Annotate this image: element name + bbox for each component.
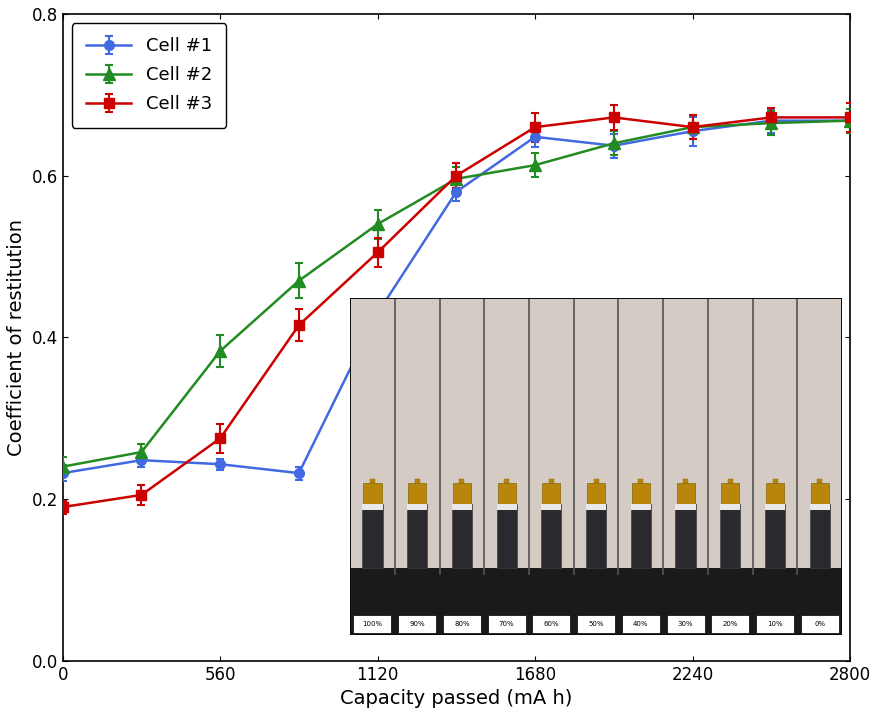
X-axis label: Capacity passed (mA h): Capacity passed (mA h): [339, 689, 572, 708]
Legend: Cell #1, Cell #2, Cell #3: Cell #1, Cell #2, Cell #3: [72, 23, 226, 127]
Y-axis label: Coefficient of restitution: Coefficient of restitution: [7, 219, 26, 455]
